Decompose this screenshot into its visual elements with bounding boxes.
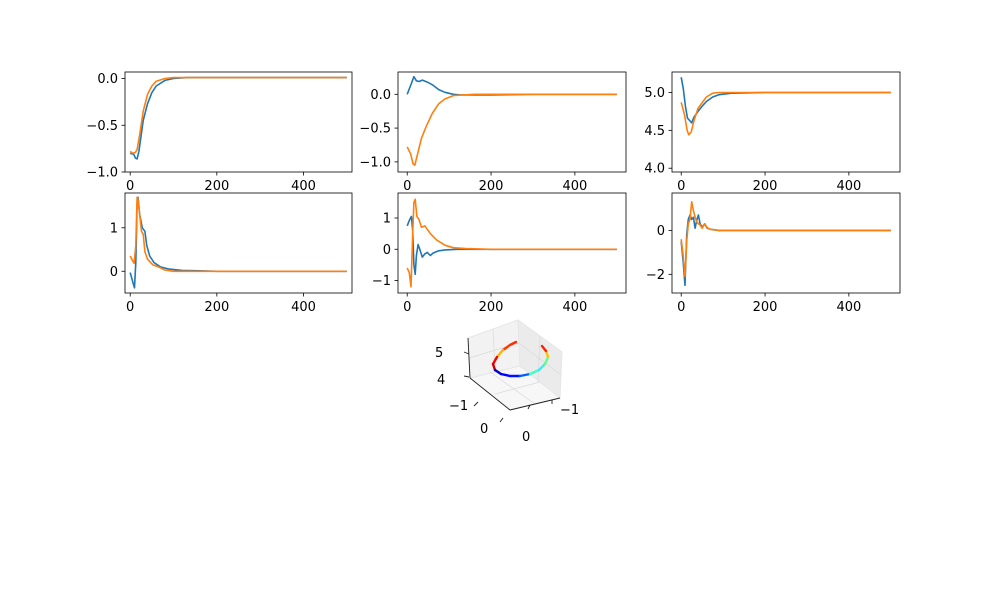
y-tick-label: −1.0 xyxy=(86,166,118,181)
subplot-1: 0 200 400 −1.0 −0.5 0.0 xyxy=(86,71,353,194)
y-tick-label: 0 xyxy=(657,224,665,239)
x-tick-label: 0 xyxy=(126,179,134,194)
x-tick-label: 0 xyxy=(126,300,134,315)
trajectory-segment xyxy=(491,355,499,366)
subplot-5: 0 200 400 −1 0 1 xyxy=(372,192,627,315)
subplot-frame xyxy=(671,192,901,294)
y-tick-label: 4.5 xyxy=(644,124,665,139)
y-tick-label: 4.0 xyxy=(644,162,665,177)
subplot-frame xyxy=(397,192,627,294)
y-tick-label: −1 xyxy=(372,274,391,289)
subplot-6: 0 200 400 −2 0 xyxy=(646,192,901,315)
3d-z-tick-label-5: 5 xyxy=(435,346,443,361)
x-tick-label: 200 xyxy=(753,179,778,194)
subplot-3: 0 200 400 4.0 4.5 5.0 xyxy=(644,71,901,194)
subplot-lines xyxy=(406,75,617,166)
subplot-lines xyxy=(680,201,891,287)
3d-gridlines xyxy=(468,328,562,405)
trajectory-segment xyxy=(537,362,547,372)
3d-x-tick-label-0: 0 xyxy=(522,430,530,445)
y-tick-label: 5.0 xyxy=(644,86,665,101)
x-tick-label: 400 xyxy=(291,179,316,194)
subplot-frame xyxy=(671,71,901,173)
y-tick-label: 1 xyxy=(110,221,118,236)
x-tick-label: 200 xyxy=(479,300,504,315)
trajectory-segment xyxy=(540,344,548,353)
subplot-lines xyxy=(406,198,617,288)
trajectory-segment xyxy=(499,372,512,378)
x-tick-label: 400 xyxy=(836,300,861,315)
3d-x-tick-label-neg1: −1 xyxy=(560,403,579,418)
subplot-grid: 0 200 400 −1.0 −0.5 0.0 0 200 400 −1.0 −0.5 0.0 0 200… xyxy=(86,71,901,315)
3d-tick-marks xyxy=(463,351,553,423)
subplot-4: 0 200 400 0 1 xyxy=(110,192,353,315)
x-tick-label: 400 xyxy=(291,300,316,315)
y-tick-label: 0.0 xyxy=(370,88,391,103)
x-tick-label: 200 xyxy=(753,300,778,315)
x-tick-label: 400 xyxy=(836,179,861,194)
trajectory-segment xyxy=(501,343,512,352)
x-tick-label: 200 xyxy=(479,179,504,194)
series-2-line xyxy=(129,76,347,155)
y-tick-label: 0 xyxy=(383,243,391,258)
series-2-line xyxy=(406,198,617,288)
series-2-line xyxy=(680,201,891,278)
series-2-line xyxy=(129,196,347,273)
subplot-lines xyxy=(129,76,347,160)
y-tick-label: 0.0 xyxy=(97,72,118,87)
y-tick-label: −0.5 xyxy=(359,122,391,137)
series-2-line xyxy=(406,93,617,166)
trajectory-segment xyxy=(528,368,541,376)
trajectory-segment xyxy=(543,355,550,366)
subplot-2: 0 200 400 −1.0 −0.5 0.0 xyxy=(359,71,627,194)
y-tick-label: 1 xyxy=(383,212,391,227)
x-tick-label: 400 xyxy=(562,300,587,315)
y-tick-label: −2 xyxy=(646,268,665,283)
3d-z-tick-label-4: 4 xyxy=(437,373,445,388)
subplot-lines xyxy=(680,77,891,136)
y-tick-label: 0 xyxy=(110,265,118,280)
subplot-frame xyxy=(124,192,353,294)
x-tick-label: 400 xyxy=(562,179,587,194)
x-tick-label: 0 xyxy=(403,300,411,315)
3d-y-tick-label-0: 0 xyxy=(480,422,488,437)
x-tick-label: 0 xyxy=(677,300,685,315)
trajectory-segment xyxy=(518,372,532,378)
subplot-lines xyxy=(129,196,347,289)
y-tick-label: −0.5 xyxy=(86,119,118,134)
3d-trajectory xyxy=(491,340,550,378)
subplot-frame xyxy=(124,71,353,173)
trajectory-segment xyxy=(493,368,503,376)
series-2-line xyxy=(680,91,891,136)
subplot-frame xyxy=(397,71,627,173)
x-tick-label: 0 xyxy=(403,179,411,194)
x-tick-label: 200 xyxy=(204,300,229,315)
trajectory-segment xyxy=(495,348,505,359)
subplot-3d: 5 4 −1 0 0 −1 xyxy=(435,318,579,445)
3d-y-tick-label-neg1: −1 xyxy=(449,399,468,414)
x-tick-label: 0 xyxy=(677,179,685,194)
y-tick-label: −1.0 xyxy=(359,155,391,170)
x-tick-label: 200 xyxy=(204,179,229,194)
